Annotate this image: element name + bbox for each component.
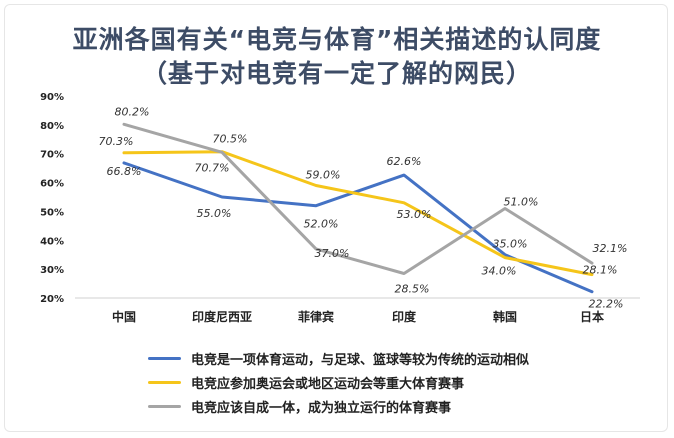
y-tick-label: 50% xyxy=(40,207,64,218)
x-tick-label: 日本 xyxy=(580,309,604,324)
series-line-2 xyxy=(122,150,594,277)
y-tick-label: 80% xyxy=(40,121,64,132)
data-label: 52.0% xyxy=(304,218,339,231)
legend-label-3: 电竞应该自成一体，成为独立运行的体育赛事 xyxy=(191,400,452,416)
legend-item-3: 电竞应该自成一体，成为独立运行的体育赛事 xyxy=(148,394,628,418)
data-label: 70.3% xyxy=(99,135,134,148)
data-label: 28.5% xyxy=(395,282,430,295)
data-label: 80.2% xyxy=(115,105,150,118)
data-label: 28.1% xyxy=(583,264,618,277)
data-label: 37.0% xyxy=(315,247,350,260)
data-label: 66.8% xyxy=(107,165,142,178)
x-tick-label: 中国 xyxy=(112,309,136,324)
legend-swatch-1 xyxy=(148,356,181,360)
data-label: 55.0% xyxy=(197,207,232,220)
x-tick-label: 印度尼西亚 xyxy=(192,309,252,324)
y-tick-label: 20% xyxy=(40,294,64,305)
series-line-3 xyxy=(122,122,594,275)
legend-label-2: 电竞应参加奥运会或地区运动会等重大体育赛事 xyxy=(191,376,465,392)
chart-subtitle: （基于对电竞有一定了解的网民） xyxy=(141,59,532,88)
legend-item-1: 电竞是一项体育运动，与足球、篮球等较为传统的运动相似 xyxy=(148,346,628,370)
y-tick-label: 90% xyxy=(40,92,64,103)
legend-label-1: 电竞是一项体育运动，与足球、篮球等较为传统的运动相似 xyxy=(191,352,530,368)
y-tick-label: 70% xyxy=(40,150,64,161)
data-label: 62.6% xyxy=(387,155,422,168)
x-tick-label: 菲律宾 xyxy=(298,309,334,324)
data-label: 53.0% xyxy=(397,208,432,221)
data-label: 34.0% xyxy=(482,265,517,278)
data-label: 32.1% xyxy=(593,242,628,255)
x-tick-label: 韩国 xyxy=(493,309,517,324)
series-line-1 xyxy=(122,161,594,294)
legend-swatch-3 xyxy=(148,404,181,408)
chart-title: 亚洲各国有关“电竞与体育”相关描述的认同度 xyxy=(72,25,602,54)
legend-item-2: 电竞应参加奥运会或地区运动会等重大体育赛事 xyxy=(148,370,628,394)
y-tick-label: 60% xyxy=(40,179,64,190)
chart-frame xyxy=(4,4,668,432)
y-tick-label: 40% xyxy=(40,236,64,247)
data-label: 35.0% xyxy=(493,238,528,251)
data-label: 59.0% xyxy=(306,168,341,181)
y-tick-label: 30% xyxy=(40,265,64,276)
x-tick-label: 印度 xyxy=(392,309,417,324)
legend-swatch-2 xyxy=(148,380,181,384)
data-label: 70.7% xyxy=(195,162,230,175)
data-label: 70.5% xyxy=(213,132,248,145)
data-label: 22.2% xyxy=(589,298,624,311)
data-label: 51.0% xyxy=(504,196,539,209)
